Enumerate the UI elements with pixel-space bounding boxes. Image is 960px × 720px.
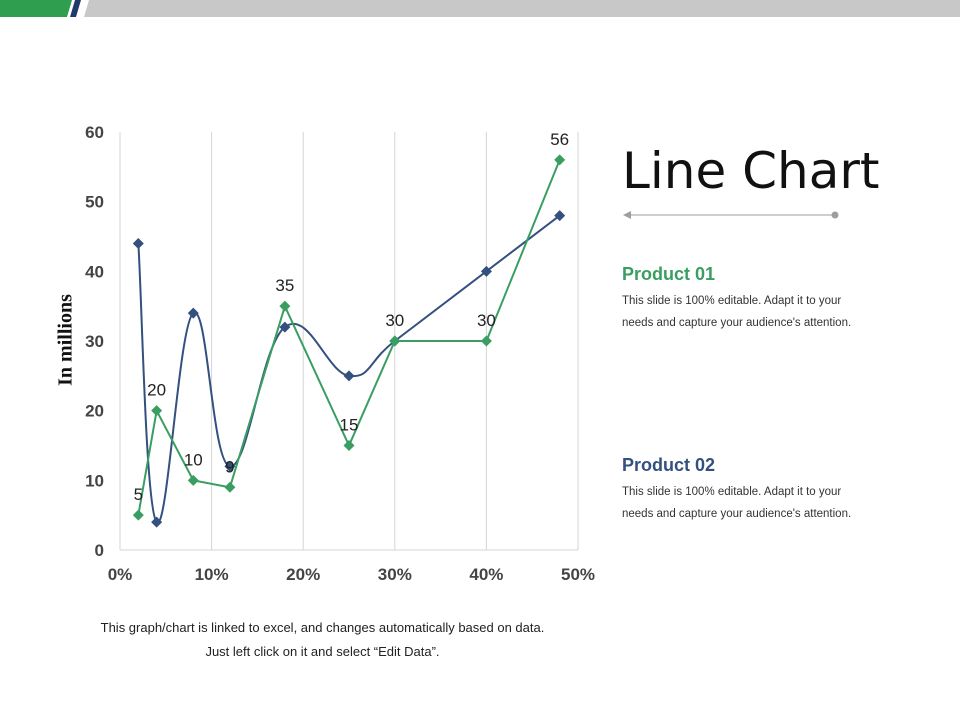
series-blue-point (343, 370, 355, 382)
y-tick-label: 60 (85, 123, 104, 142)
arrow-left-icon (623, 211, 631, 219)
slide-title: Line Chart (622, 142, 880, 200)
footnote-line-1: This graph/chart is linked to excel, and… (100, 620, 545, 635)
top-bar-gray-segment (84, 0, 960, 17)
series-blue-line (137, 214, 561, 524)
series-blue-point (480, 265, 492, 277)
dot-icon (831, 211, 839, 219)
top-decoration-bar (0, 0, 960, 17)
series-green-point (132, 509, 144, 521)
series-green-point (279, 300, 291, 312)
series-blue-point (187, 307, 199, 319)
footnote-line-2: Just left click on it and select “Edit D… (205, 644, 440, 659)
series-blue-point (132, 237, 144, 249)
product-02-description: This slide is 100% editable. Adapt it to… (622, 481, 882, 525)
product-01-heading: Product 01 (622, 264, 716, 284)
title-divider-line (623, 211, 839, 219)
product-02-desc-line1: This slide is 100% editable. Adapt it to… (622, 486, 842, 498)
x-tick-label: 30% (378, 565, 412, 584)
x-tick-label: 0% (108, 565, 133, 584)
series-green-point (389, 335, 401, 347)
data-label: 10 (184, 450, 203, 469)
data-label: 9 (225, 457, 234, 476)
product-01-desc-line2: needs and capture your audience's attent… (622, 317, 852, 329)
series-green-point (224, 481, 236, 493)
x-tick-label: 20% (286, 565, 320, 584)
y-tick-label: 0 (95, 541, 104, 560)
data-label: 56 (550, 130, 569, 149)
series-green-point (187, 474, 199, 486)
data-label: 30 (385, 311, 404, 330)
product-02-heading: Product 02 (622, 455, 716, 475)
data-label: 20 (147, 381, 166, 400)
series-blue-point (224, 460, 236, 472)
series-blue-point (554, 210, 566, 222)
series-green-point (151, 405, 163, 417)
series-green-point (343, 440, 355, 451)
y-tick-label: 30 (85, 332, 104, 351)
top-bar-navy-segment (70, 0, 81, 17)
x-tick-label: 50% (561, 565, 595, 584)
product-01-desc-line1: This slide is 100% editable. Adapt it to… (622, 295, 842, 307)
y-tick-label: 50 (85, 193, 104, 212)
series-blue-point (151, 516, 163, 528)
y-tick-label: 10 (85, 471, 104, 490)
series-blue-point (279, 321, 291, 333)
line-chart[interactable]: 0% 10% 20% 30% 40% 50% 0 10 20 30 40 50 60 5 20 10 9 35 15… (0, 0, 960, 600)
data-label: 35 (275, 276, 294, 295)
top-bar-green-segment (0, 0, 72, 17)
y-tick-label: 20 (85, 402, 104, 421)
product-01-description: This slide is 100% editable. Adapt it to… (622, 290, 882, 334)
series-green-point (554, 154, 566, 166)
data-label: 30 (477, 311, 496, 330)
y-tick-label: 40 (85, 262, 104, 281)
y-axis-label: In millions (54, 294, 77, 386)
data-label: 5 (134, 485, 143, 504)
x-tick-label: 40% (469, 565, 503, 584)
product-02-desc-line2: needs and capture your audience's attent… (622, 508, 852, 520)
x-tick-label: 10% (195, 565, 229, 584)
series-green-point (480, 335, 492, 347)
data-label: 15 (340, 416, 359, 435)
